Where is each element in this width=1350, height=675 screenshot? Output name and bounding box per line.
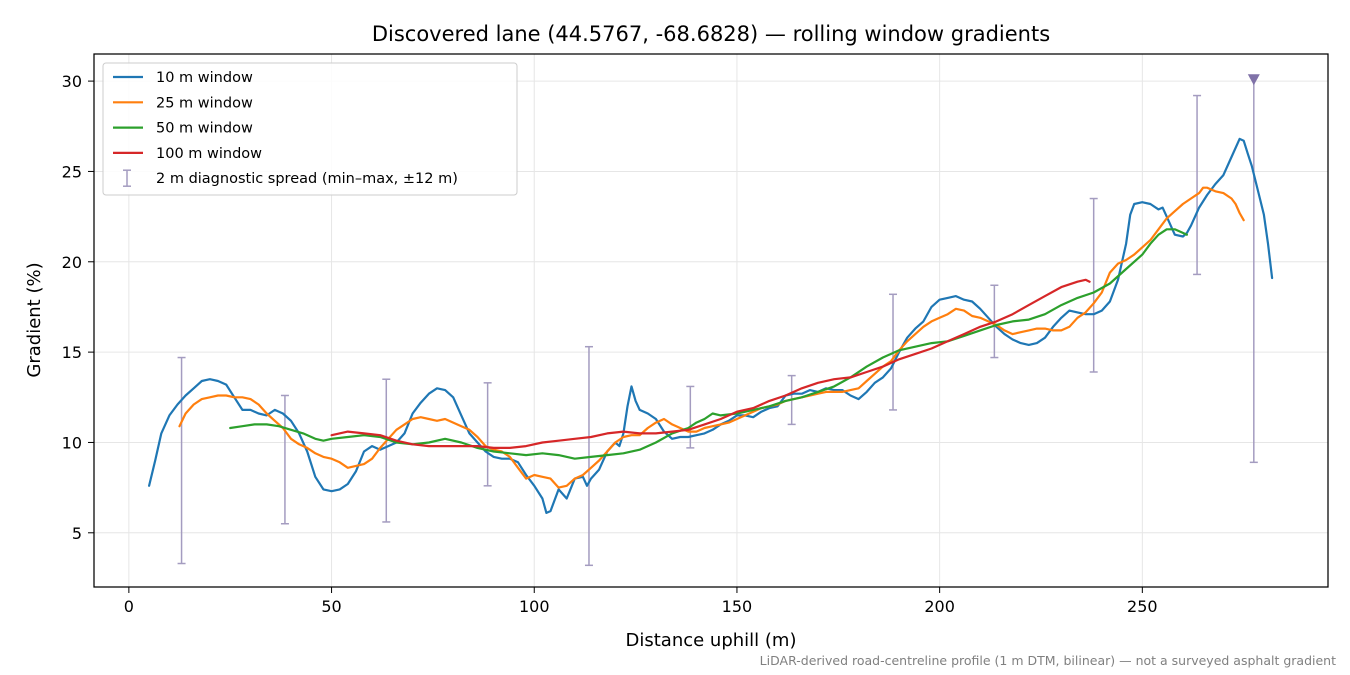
plot-area <box>148 74 1274 567</box>
y-tick-label: 10 <box>62 433 82 452</box>
legend-label: 50 m window <box>156 121 253 137</box>
spread-errorbar <box>584 345 593 567</box>
spread-errorbar <box>177 356 186 565</box>
y-tick-label: 25 <box>62 162 82 181</box>
series-line-4 <box>330 278 1091 449</box>
legend-label: 2 m diagnostic spread (min–max, ±12 m) <box>156 171 458 187</box>
spread-errorbar <box>483 382 492 487</box>
spread-errorbar <box>1193 94 1202 276</box>
series-line-3 <box>229 228 1188 460</box>
series-line-1 <box>148 137 1274 514</box>
y-tick-label: 20 <box>62 253 82 272</box>
spread-errorbar <box>1089 197 1098 373</box>
x-tick-label: 0 <box>124 597 134 616</box>
spread-errorbar <box>280 394 289 525</box>
y-axis-label: Gradient (%) <box>24 262 45 377</box>
x-axis-label: Distance uphill (m) <box>626 630 797 651</box>
x-tick-label: 250 <box>1127 597 1158 616</box>
x-tick-label: 50 <box>321 597 341 616</box>
chart-title: Discovered lane (44.5767, -68.6828) — ro… <box>372 22 1050 46</box>
legend: 10 m window 25 m window 50 m window 100 m w… <box>102 62 518 196</box>
footnote: LiDAR-derived road-centreline profile (1… <box>760 653 1336 668</box>
y-tick-label: 15 <box>62 343 82 362</box>
legend-label: 100 m window <box>156 146 262 162</box>
x-axis: 0 50 100 150 200 250 <box>124 587 1158 616</box>
x-tick-label: 150 <box>722 597 753 616</box>
y-tick-label: 30 <box>62 72 82 91</box>
y-axis: 5 10 15 20 25 30 <box>62 72 94 543</box>
plot-frame <box>93 53 1329 588</box>
series-line-2 <box>178 186 1245 489</box>
peak-marker <box>1247 74 1260 86</box>
x-tick-label: 200 <box>924 597 955 616</box>
y-tick-label: 5 <box>72 524 82 543</box>
spread-errorbar <box>382 378 391 523</box>
legend-label: 25 m window <box>156 95 253 111</box>
x-tick-label: 100 <box>519 597 550 616</box>
legend-box <box>102 62 518 196</box>
legend-label: 10 m window <box>156 70 253 86</box>
